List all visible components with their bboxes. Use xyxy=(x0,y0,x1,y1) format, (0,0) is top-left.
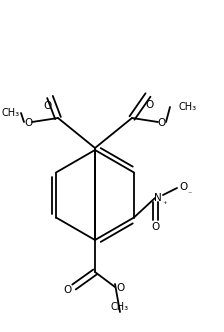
Text: O: O xyxy=(179,182,187,192)
Text: ⁺: ⁺ xyxy=(163,200,167,208)
Text: O: O xyxy=(24,118,32,128)
Text: CH₃: CH₃ xyxy=(179,102,197,112)
Text: O: O xyxy=(43,101,51,111)
Text: O: O xyxy=(116,283,124,293)
Text: O: O xyxy=(146,100,154,110)
Text: O: O xyxy=(158,118,166,128)
Text: CH₃: CH₃ xyxy=(111,302,129,312)
Text: N: N xyxy=(154,193,162,203)
Text: ⁻: ⁻ xyxy=(188,190,192,199)
Text: O: O xyxy=(63,285,71,295)
Text: O: O xyxy=(151,222,159,232)
Text: CH₃: CH₃ xyxy=(2,108,20,118)
